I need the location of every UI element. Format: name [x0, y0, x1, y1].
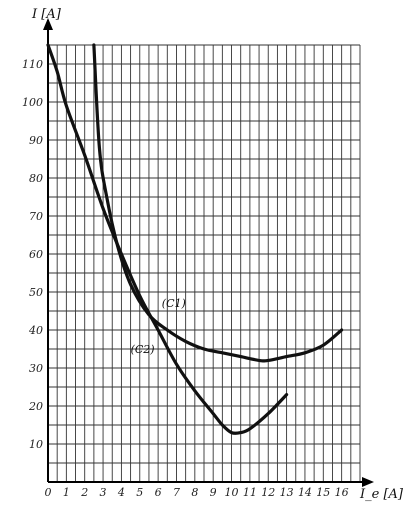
y-tick-label: 30	[29, 362, 43, 375]
x-tick-label: 15	[316, 486, 330, 499]
y-axis-label: I [A]	[31, 7, 62, 22]
y-tick-label: 40	[28, 324, 43, 337]
x-tick-label: 2	[80, 486, 88, 499]
y-axis-arrow-icon	[43, 18, 53, 30]
series-line-1	[92, 43, 344, 363]
x-tick-label: 0	[45, 486, 52, 499]
y-tick-label: 110	[22, 58, 43, 71]
grid	[47, 44, 361, 483]
x-tick-label: 16	[335, 486, 349, 499]
x-tick-label: 1	[63, 486, 70, 499]
y-tick-label: 80	[29, 172, 43, 185]
series-group	[46, 43, 344, 435]
x-tick-label: 9	[210, 486, 217, 499]
x-tick-label: 10	[225, 486, 239, 499]
series-line-2	[46, 43, 289, 435]
x-axis-ticks: 0 1 2 3 4 5 6 7 8 9 10 11 12 13 14 15 16	[45, 486, 349, 499]
curve-label-1: (C1)	[162, 297, 186, 310]
x-tick-label: 7	[173, 486, 180, 499]
y-tick-label: 100	[22, 96, 43, 109]
x-tick-label: 11	[243, 486, 257, 499]
y-tick-label: 20	[28, 400, 43, 413]
x-tick-label: 13	[280, 486, 294, 499]
axes	[43, 18, 374, 487]
x-tick-label: 12	[261, 486, 275, 499]
x-tick-label: 5	[136, 486, 143, 499]
y-tick-label: 90	[29, 134, 43, 147]
y-axis-ticks: 10 20 30 40 50 60 70 80 90 100 110	[22, 58, 43, 451]
x-axis-label: I_e [A]	[359, 487, 404, 502]
y-tick-label: 10	[29, 438, 43, 451]
x-tick-label: 8	[191, 486, 198, 499]
x-axis-arrow-icon	[362, 477, 374, 487]
y-tick-label: 50	[29, 286, 43, 299]
x-tick-label: 3	[100, 486, 107, 499]
curve-labels: (C1) (C2)	[131, 297, 186, 356]
x-tick-label: 14	[298, 486, 312, 499]
curve-label-2: (C2)	[131, 343, 155, 356]
x-tick-label: 6	[155, 486, 162, 499]
y-tick-label: 60	[29, 248, 43, 261]
x-tick-label: 4	[117, 486, 125, 499]
y-tick-label: 70	[29, 210, 43, 223]
